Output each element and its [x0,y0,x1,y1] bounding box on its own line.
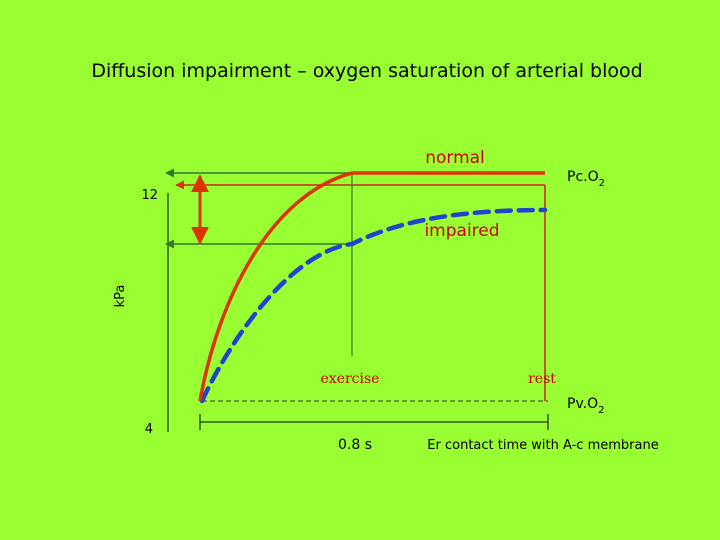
exercise-label: exercise [321,371,380,387]
pco2-label-main: Pc.O [567,169,599,185]
normal-curve [198,171,545,402]
contact-time-label: Er contact time with A-c membrane [427,438,658,453]
pvo2-label-main: Pv.O [567,396,598,412]
normal-label: normal [425,148,485,168]
pco2-label-sub: 2 [599,178,605,189]
time-label: 0.8 s [338,437,372,453]
rest-label: rest [528,371,556,387]
impaired-curve [199,207,548,404]
impaired-label: impaired [424,221,499,241]
pvo2-label: Pv.O2 [567,396,605,416]
pvo2-label-sub: 2 [598,405,604,416]
y-tick-12: 12 [141,188,158,203]
pco2-label: Pc.O2 [567,169,605,189]
y-tick-4: 4 [145,422,153,437]
y-axis-label: kPa [113,285,128,308]
diagram-title: Diffusion impairment – oxygen saturation… [91,60,642,82]
